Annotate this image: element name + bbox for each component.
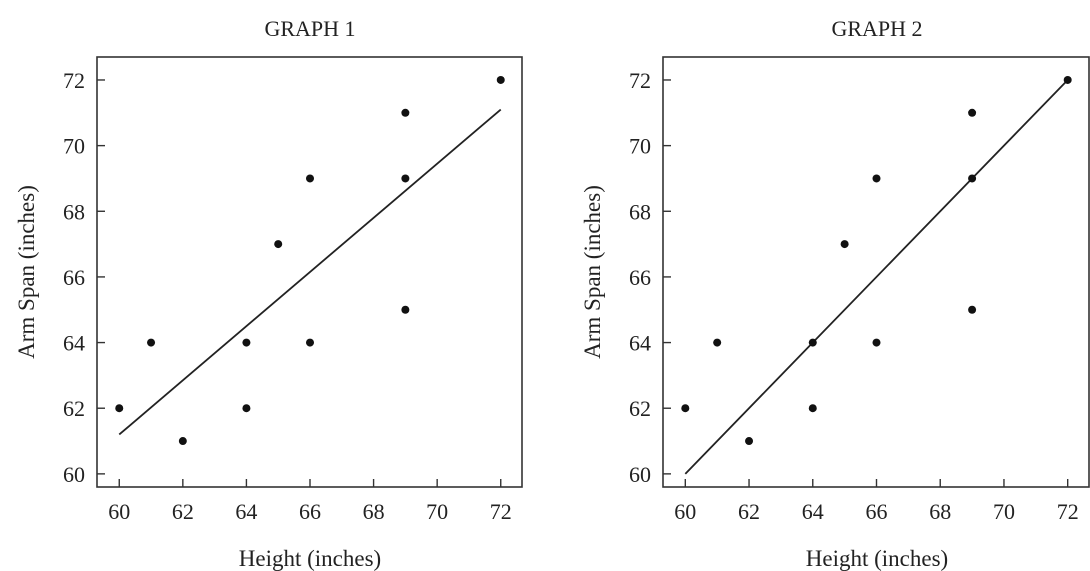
graph-2-data-point: [1063, 75, 1072, 84]
graph-1-y-tick-label: 66: [63, 265, 85, 290]
graph-2-data-point: [840, 240, 849, 249]
graph-1-y-tick-label: 60: [63, 462, 85, 487]
graph-2-y-tick-label: 66: [629, 265, 651, 290]
graph-1-data-point: [242, 338, 251, 347]
graph-1-fit-line: [118, 108, 502, 436]
graph-2-x-tick-label: 70: [993, 499, 1015, 524]
graph-1-y-tick-label: 64: [63, 331, 85, 356]
graph-1-panel: GRAPH 1 Height (inches) Arm Span (inches…: [14, 16, 523, 571]
graph-1-data-point: [306, 174, 314, 183]
graph-1-y-tick-label: 68: [63, 199, 85, 224]
graph-2-y-tick-label: 68: [629, 199, 651, 224]
graph-2-x-tick-label: 72: [1057, 499, 1079, 524]
graph-2-y-tick-label: 70: [629, 134, 651, 159]
graph-2-data-point: [872, 174, 881, 183]
graph-1-y-axis-label: Arm Span (inches): [14, 185, 39, 359]
graph-2-plot-frame: [662, 56, 1090, 488]
graph-1-data-point: [274, 240, 283, 249]
graph-2-data-point: [872, 338, 881, 347]
graph-1-x-axis-label: Height (inches): [239, 546, 381, 571]
graph-2-fit-line: [684, 79, 1069, 475]
graph-1-x-tick-label: 70: [426, 499, 448, 524]
graph-1-data-point: [496, 75, 505, 84]
graph-1-data-point: [401, 305, 410, 314]
graph-2-data-point: [681, 404, 690, 413]
graph-2-panel: GRAPH 2 Height (inches) Arm Span (inches…: [580, 16, 1090, 571]
graph-1-y-tick-label: 70: [63, 134, 85, 159]
graph-2-data-point: [968, 305, 977, 314]
graph-1-x-tick-label: 66: [299, 499, 321, 524]
graph-2-data-point: [968, 108, 977, 117]
graph-1-x-tick-label: 60: [108, 499, 130, 524]
graph-2-x-tick-label: 64: [802, 499, 824, 524]
graph-2-y-tick-label: 62: [629, 396, 651, 421]
graph-1-data-point: [147, 338, 156, 347]
graph-2-title: GRAPH 2: [831, 16, 922, 41]
graph-2-data-point: [808, 404, 817, 413]
graph-1-data-point: [115, 404, 124, 413]
graph-1-data-point: [178, 437, 187, 446]
graph-2-y-axis-label: Arm Span (inches): [580, 185, 605, 359]
graph-2-data-point: [808, 338, 817, 347]
graph-2-x-axis-label: Height (inches): [806, 546, 948, 571]
graph-2-x-tick-label: 68: [929, 499, 951, 524]
graph-1-x-tick-label: 62: [172, 499, 194, 524]
graph-1-x-tick-label: 68: [363, 499, 385, 524]
graph-1-data-point: [306, 338, 314, 347]
graph-2-data-point: [713, 338, 722, 347]
graph-1-data-point: [242, 404, 251, 413]
graph-2-data-point: [968, 174, 977, 183]
graph-2-x-tick-label: 60: [674, 499, 696, 524]
graph-2-x-tick-label: 62: [738, 499, 760, 524]
graph-2-y-tick-label: 64: [629, 331, 651, 356]
graph-1-title: GRAPH 1: [264, 16, 355, 41]
graph-1-y-tick-label: 72: [63, 68, 85, 93]
graph-2-data-point: [745, 437, 754, 446]
graph-1-x-tick-label: 72: [490, 499, 512, 524]
graph-2-y-tick-label: 72: [629, 68, 651, 93]
graph-1-data-point: [401, 174, 410, 183]
graph-2-y-tick-label: 60: [629, 462, 651, 487]
graph-1-y-tick-label: 62: [63, 396, 85, 421]
graph-2-x-tick-label: 66: [866, 499, 888, 524]
graph-1-x-tick-label: 64: [235, 499, 257, 524]
graph-1-data-point: [401, 108, 410, 117]
